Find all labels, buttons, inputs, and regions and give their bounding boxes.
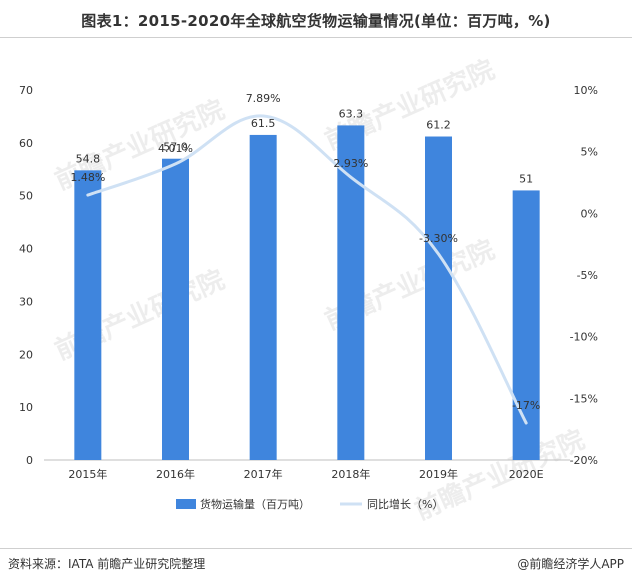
y-left-tick-label: 50 [19,190,33,203]
bar-value-label: 61.5 [251,117,276,130]
bar-2017年 [249,134,277,460]
axes-layer: 0 10 20 30 40 50 60 70 -20% -15% -10% -5% 0% 5% 10% 201… [19,84,598,481]
line-value-label: -3.30% [419,232,458,245]
footer-divider [0,548,632,549]
y-right-tick-label: 5% [581,146,598,159]
title-divider [0,37,632,38]
bar-value-label: 61.2 [426,119,451,132]
line-value-label: 7.89% [246,92,281,105]
line-value-label: 1.48% [70,171,105,184]
legend-bar-swatch [176,499,196,509]
source-note: 资料来源：IATA 前瞻产业研究院整理 [8,557,206,571]
brand-credit: @前瞻经济学人APP [517,557,624,571]
y-right-tick-label: -5% [577,269,598,282]
legend: 货物运输量（百万吨） 同比增长（%） [176,497,443,511]
line-series [86,114,528,425]
bar-2018年 [337,125,365,461]
chart-title: 图表1：2015-2020年全球航空货物运输量情况(单位：百万吨，%) [81,12,551,30]
y-right-tick-label: 0% [581,207,598,220]
bar-2019年 [425,136,452,460]
y-right-tick-label: -20% [570,454,598,467]
bar-2016年 [162,158,189,460]
y-left-tick-label: 0 [26,454,33,467]
line-value-label: -17% [512,399,540,412]
bar-series [74,125,540,461]
bar-value-label: 54.8 [76,152,101,165]
line-value-label: 2.93% [333,157,368,170]
y-left-tick-label: 60 [19,137,33,150]
y-right-tick-label: 10% [574,84,598,97]
data-label-layer: 54.8 57.0 61.5 63.3 61.2 51 1.48% 4.01% 7.89% 2.9… [70,92,540,412]
legend-line-label: 同比增长（%） [367,497,443,511]
x-tick-label: 2018年 [331,467,370,481]
y-right-tick-label: -15% [570,392,598,405]
x-tick-label: 2017年 [244,467,283,481]
x-tick-label: 2015年 [68,467,107,481]
y-left-tick-label: 70 [19,84,33,97]
x-tick-label: 2016年 [156,467,195,481]
y-left-tick-label: 40 [19,243,33,256]
growth-rate-line [86,114,528,425]
bar-2015年 [74,170,102,461]
x-tick-label: 2019年 [419,467,458,481]
bar-2020E [512,190,540,460]
bar-value-label: 51 [519,172,533,185]
bar-value-label: 63.3 [339,107,364,120]
x-tick-label: 2020E [509,468,544,481]
line-value-label: 4.01% [158,142,193,155]
bar-value-label: 57.0 [163,141,188,154]
y-left-tick-label: 20 [19,348,33,361]
y-left-tick-label: 30 [19,295,33,308]
y-right-tick-label: -10% [570,331,598,344]
legend-bar-label: 货物运输量（百万吨） [200,497,310,511]
y-left-tick-label: 10 [19,401,33,414]
